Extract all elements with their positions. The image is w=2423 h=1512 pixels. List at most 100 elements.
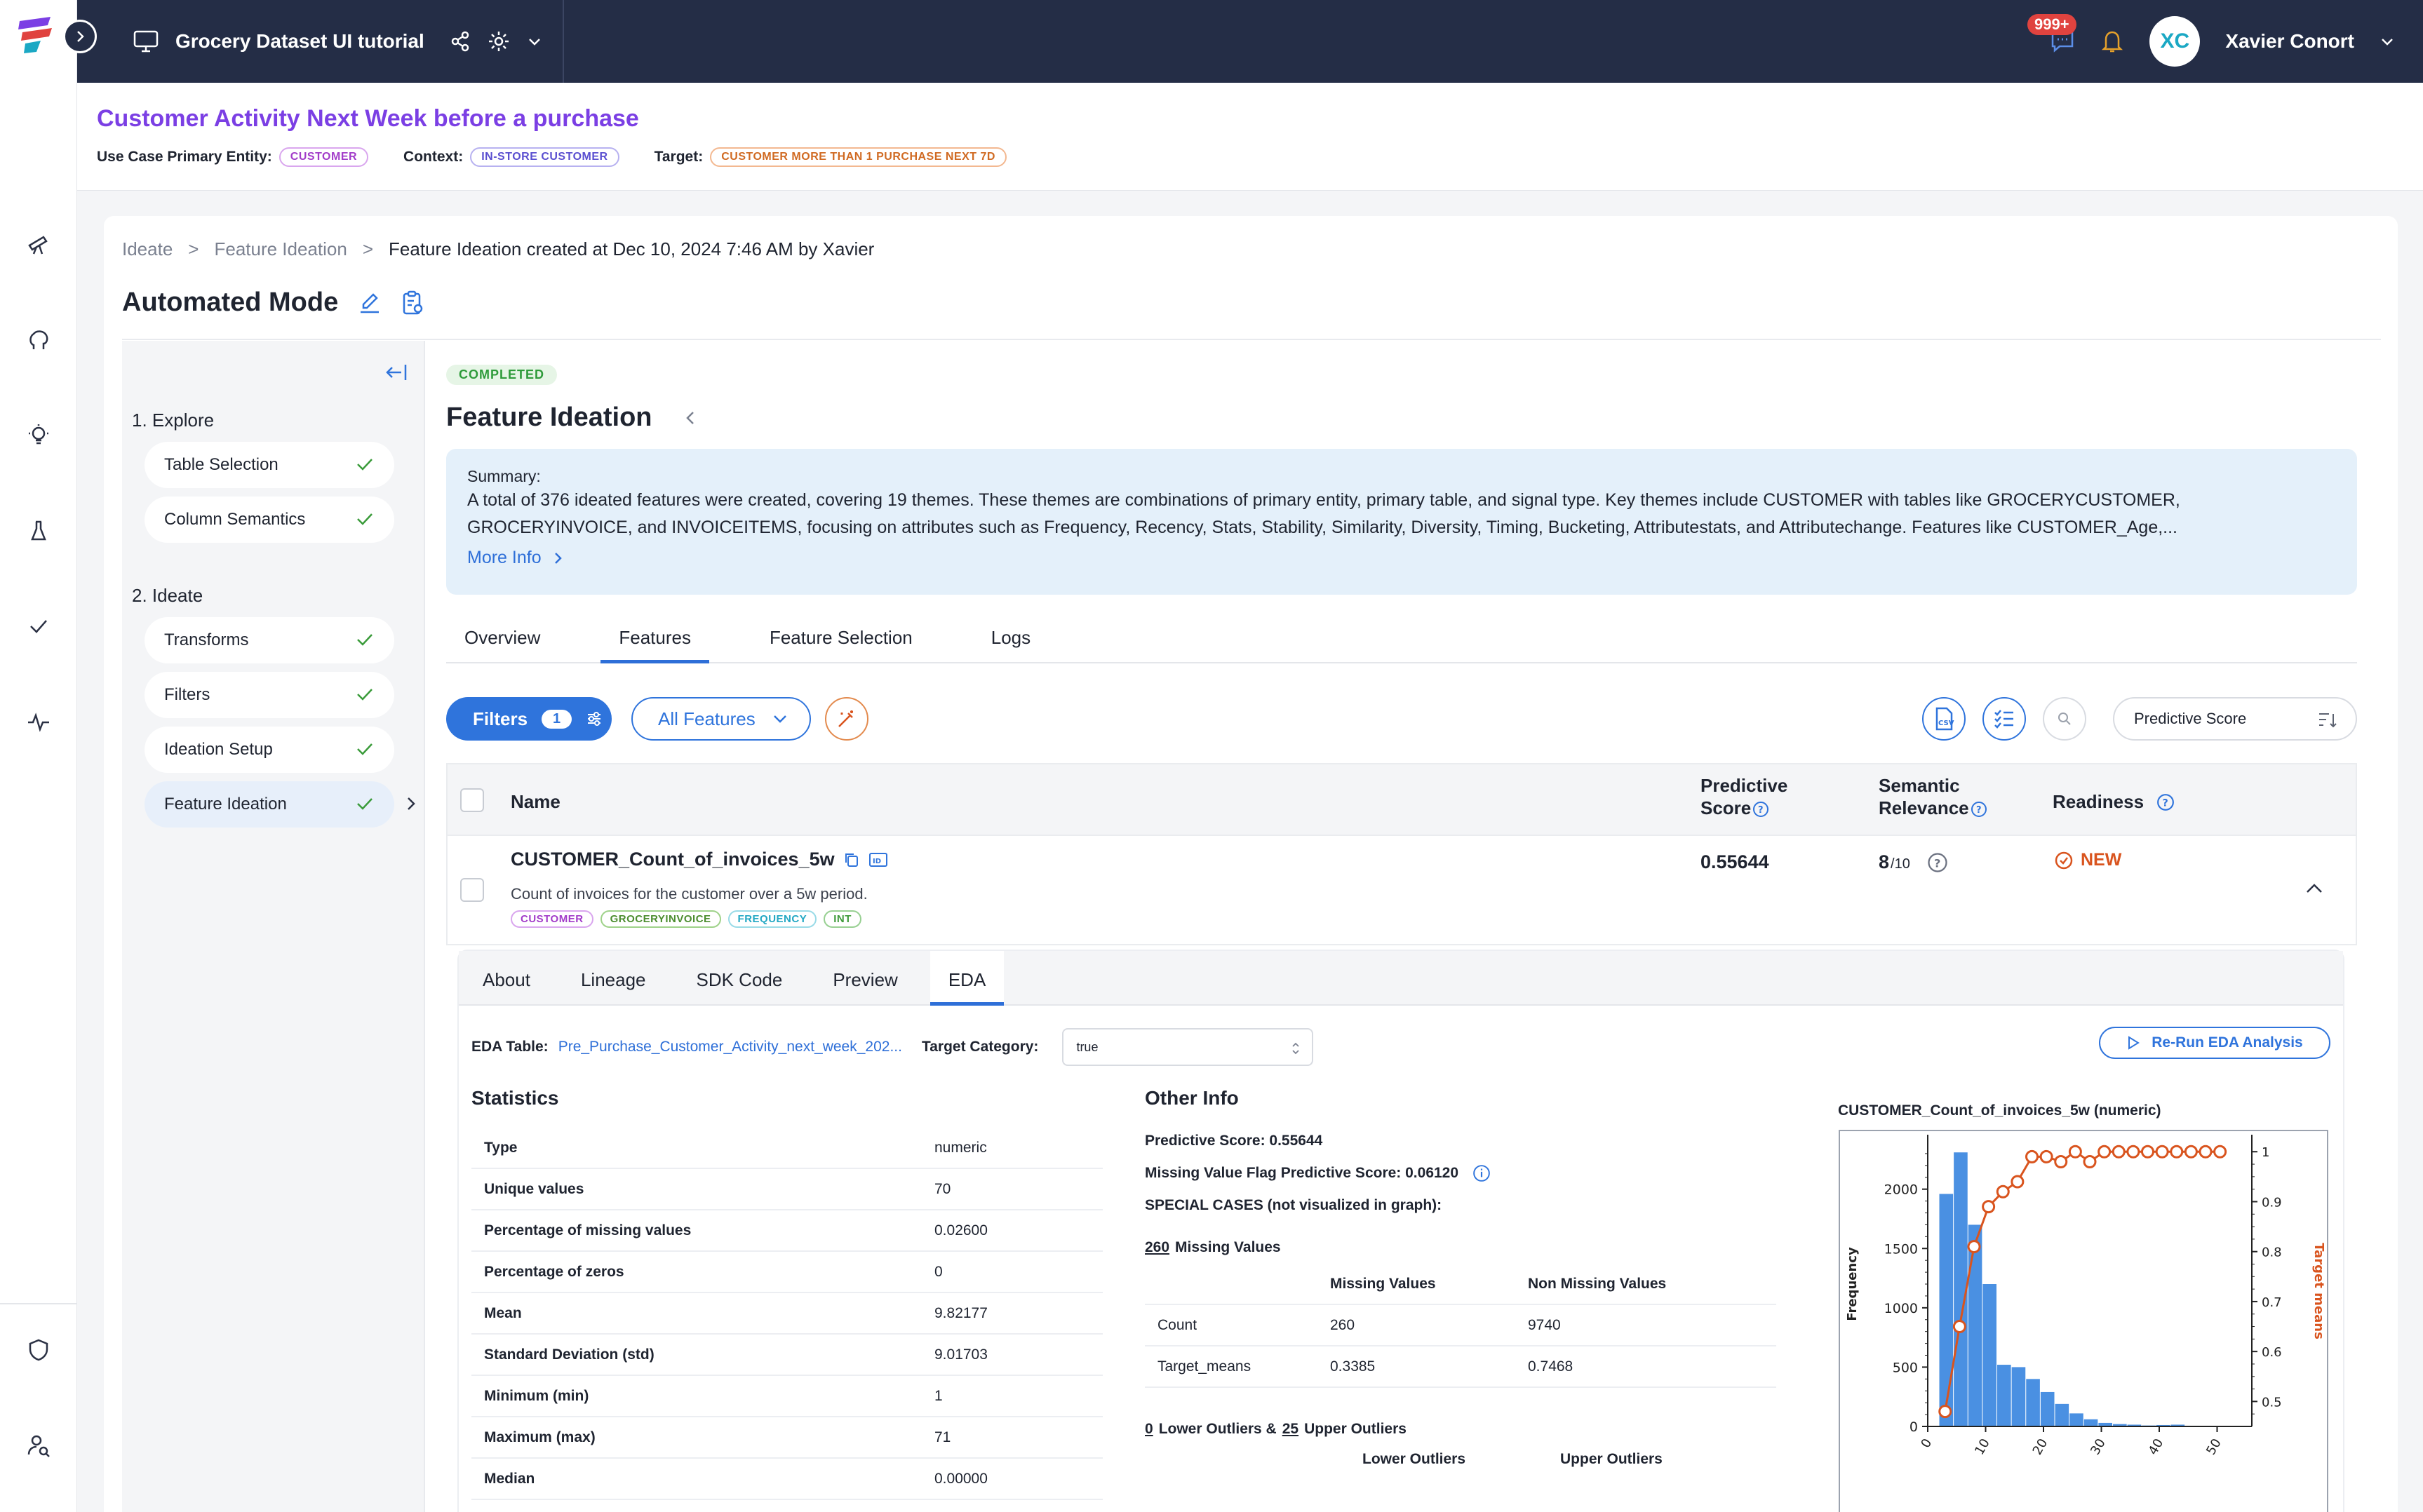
feature-tags: CUSTOMER GROCERYINVOICE FREQUENCY INT	[511, 910, 861, 928]
header-semantic-relevance[interactable]: Semantic Relevance?	[1879, 774, 2005, 819]
step-column-semantics[interactable]: Column Semantics	[145, 497, 394, 543]
tab-lineage[interactable]: Lineage	[580, 969, 646, 990]
primary-entity-pill[interactable]: CUSTOMER	[278, 147, 369, 167]
id-card-icon[interactable]: ID	[868, 851, 888, 868]
statistics-row: Percentage of missing values 0.02600	[471, 1210, 1103, 1252]
gear-icon[interactable]	[488, 30, 510, 53]
help-icon[interactable]: ?	[2156, 793, 2175, 811]
histogram-bar	[2083, 1419, 2098, 1426]
statistics-key: Unique values	[484, 1180, 584, 1197]
share-icon[interactable]	[450, 31, 471, 52]
search-button[interactable]	[2043, 697, 2086, 741]
context-pill[interactable]: IN-STORE CUSTOMER	[470, 147, 619, 167]
export-csv-button[interactable]: CSV	[1922, 697, 1966, 741]
tab-about[interactable]: About	[483, 969, 530, 990]
target-pill[interactable]: CUSTOMER MORE THAN 1 PURCHASE NEXT 7D	[710, 147, 1007, 167]
flask-icon[interactable]	[21, 513, 56, 548]
breadcrumb-feature-ideation[interactable]: Feature Ideation	[214, 238, 347, 259]
histogram-bar	[2127, 1424, 2142, 1426]
feature-detail-panel: About Lineage SDK Code Preview EDA EDA T…	[459, 951, 2343, 1512]
chevron-left-icon[interactable]	[683, 410, 697, 426]
project-switcher[interactable]: Grocery Dataset UI tutorial	[133, 0, 542, 83]
magic-wand-button[interactable]	[825, 697, 868, 741]
info-icon[interactable]	[1472, 1164, 1491, 1182]
target-category-value: true	[1076, 1039, 1099, 1054]
expand-nav-button[interactable]	[63, 20, 97, 53]
step-filters[interactable]: Filters	[145, 672, 394, 718]
step-label: Feature Ideation	[164, 795, 287, 814]
target-means-point	[2025, 1149, 2039, 1163]
statistics-row: Unique values 70	[471, 1169, 1103, 1210]
use-case-title[interactable]: Customer Activity Next Week before a pur…	[97, 105, 639, 132]
missing-flag-line: Missing Value Flag Predictive Score: 0.0…	[1145, 1157, 1776, 1189]
table-row[interactable]: CUSTOMER_Count_of_invoices_5w ID Count o…	[446, 836, 2357, 945]
header-name[interactable]: Name	[511, 791, 561, 812]
avatar[interactable]: XC	[2149, 16, 2201, 67]
user-area: XC Xavier Conort	[2050, 0, 2395, 83]
copy-icon[interactable]	[843, 851, 860, 868]
more-info-link[interactable]: More Info	[467, 544, 2336, 572]
telescope-icon[interactable]	[21, 226, 56, 261]
lightbulb-icon[interactable]	[21, 418, 56, 453]
tab-sdk-code[interactable]: SDK Code	[696, 969, 783, 990]
target-category-select[interactable]: true	[1062, 1028, 1314, 1066]
tab-logs[interactable]: Logs	[991, 627, 1031, 648]
step-feature-ideation[interactable]: Feature Ideation	[145, 781, 394, 828]
step-label: Ideation Setup	[164, 740, 273, 759]
tab-features[interactable]: Features	[600, 621, 709, 663]
sort-select[interactable]: Predictive Score	[2113, 697, 2357, 741]
help-icon[interactable]: ?	[1971, 801, 1987, 818]
bell-icon[interactable]	[2100, 29, 2124, 54]
shield-icon[interactable]	[21, 1332, 56, 1368]
select-all-checkbox[interactable]	[460, 788, 484, 812]
clipboard-settings-icon[interactable]	[401, 290, 425, 316]
eda-table-link[interactable]: Pre_Purchase_Customer_Activity_next_week…	[558, 1039, 902, 1055]
user-menu-chevron-icon[interactable]	[2380, 34, 2395, 49]
tab-eda[interactable]: EDA	[929, 951, 1005, 1006]
chevron-right-icon	[554, 552, 562, 564]
statistics-value: numeric	[934, 1139, 987, 1156]
header-readiness[interactable]: Readiness?	[2053, 791, 2175, 813]
topbar-divider	[563, 0, 564, 83]
check-icon	[357, 743, 372, 755]
mode-title: Automated Mode	[122, 288, 339, 317]
chevron-down-icon[interactable]	[527, 34, 542, 49]
help-icon[interactable]: ?	[1927, 852, 1948, 873]
step-table-selection[interactable]: Table Selection	[145, 442, 394, 488]
mv-row: Count 260 9740	[1145, 1305, 1776, 1346]
tab-overview[interactable]: Overview	[464, 627, 541, 648]
tab-preview[interactable]: Preview	[833, 969, 898, 990]
help-icon[interactable]: ?	[1752, 801, 1769, 818]
filters-button[interactable]: Filters 1	[446, 697, 612, 741]
statistics-value: 1	[934, 1387, 943, 1404]
target-means-point	[2141, 1145, 2154, 1159]
chevron-right-icon	[77, 31, 84, 42]
histogram-bar	[2040, 1391, 2055, 1426]
mv-row-missing: 0.3385	[1330, 1358, 1376, 1375]
tab-feature-selection[interactable]: Feature Selection	[769, 627, 913, 648]
user-name[interactable]: Xavier Conort	[2225, 30, 2354, 52]
chat-icon[interactable]	[2050, 29, 2075, 53]
all-features-dropdown[interactable]: All Features	[631, 697, 811, 741]
pulse-icon[interactable]	[21, 704, 56, 739]
chart-frame	[1839, 1130, 2328, 1512]
collapse-sidebar-icon[interactable]	[384, 362, 408, 383]
brain-icon[interactable]	[21, 323, 56, 358]
check-icon[interactable]	[21, 609, 56, 644]
header-predictive-score[interactable]: Predictive Score?	[1700, 774, 1806, 819]
row-checkbox[interactable]	[460, 878, 484, 902]
collapse-row-icon[interactable]	[2304, 879, 2325, 896]
checklist-button[interactable]	[1982, 697, 2026, 741]
target-category-label: Target Category:	[921, 1039, 1039, 1055]
filters-count: 1	[542, 709, 572, 729]
svg-text:?: ?	[1976, 805, 1982, 816]
summary-line-2: GROCERYINVOICE, and INVOICEITEMS, focusi…	[467, 518, 2178, 537]
step-transforms[interactable]: Transforms	[145, 617, 394, 663]
user-search-icon[interactable]	[21, 1428, 56, 1463]
feature-name[interactable]: CUSTOMER_Count_of_invoices_5w	[511, 849, 835, 870]
rerun-eda-button[interactable]: Re-Run EDA Analysis	[2099, 1027, 2330, 1059]
breadcrumb-ideate[interactable]: Ideate	[122, 238, 173, 259]
edit-icon[interactable]	[358, 291, 382, 315]
step-ideation-setup[interactable]: Ideation Setup	[145, 727, 394, 773]
featurebyte-logo[interactable]	[15, 14, 62, 56]
